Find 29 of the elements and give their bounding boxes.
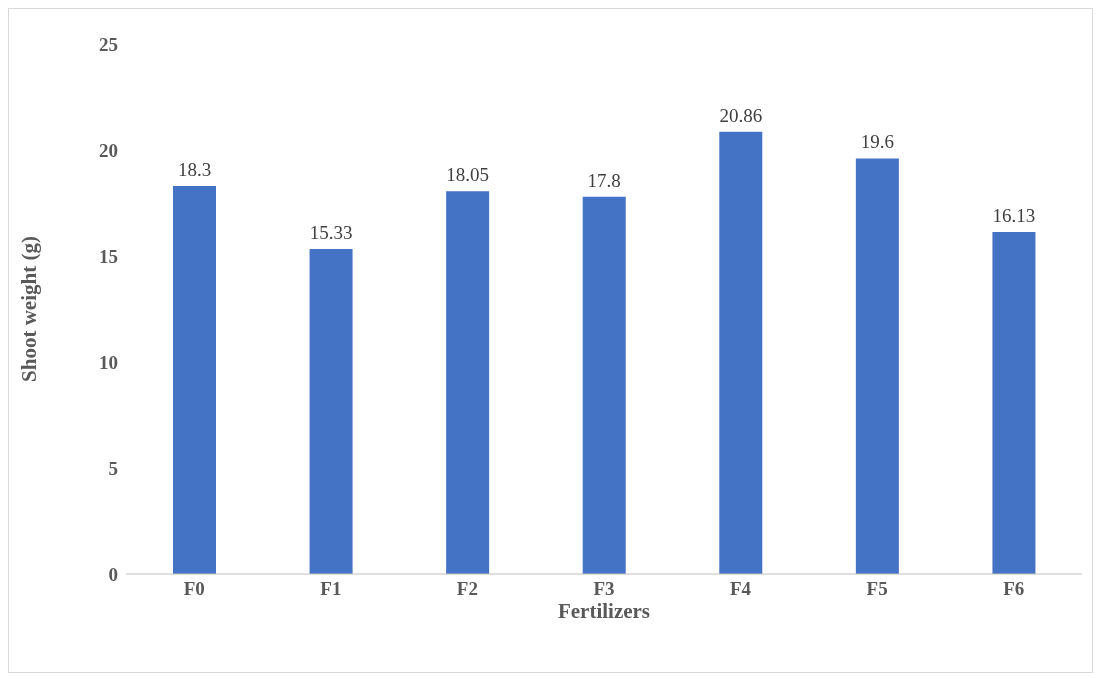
y-tick-label: 25 [99,33,118,55]
data-label: 15.33 [309,222,353,243]
data-label: 17.8 [587,169,621,191]
x-tick-label: F2 [456,578,478,600]
y-tick-label: 20 [99,139,118,161]
x-tick-label: F4 [730,578,752,600]
x-tick-label: F0 [183,578,205,600]
y-tick-label: 10 [99,351,118,373]
x-tick-label: F5 [866,578,888,600]
bar [173,186,216,574]
x-axis-title: Fertilizers [557,599,651,623]
data-label: 16.13 [992,205,1036,227]
data-label: 19.6 [860,131,894,153]
y-tick-label: 15 [99,245,118,267]
x-tick-label: F1 [320,578,342,600]
y-tick-label: 5 [108,457,118,479]
bar [855,158,899,574]
bar [309,249,353,574]
bar [719,131,763,574]
x-tick-label: F6 [1003,578,1025,600]
y-axis-title: Shoot weight (g) [17,236,42,382]
data-label: 18.05 [446,164,490,186]
bar [582,196,626,574]
data-label: 18.3 [177,159,212,181]
x-tick-label: F3 [593,578,615,600]
data-label: 20.86 [719,104,763,126]
y-tick-label: 0 [108,563,118,585]
bar [446,191,490,574]
bar [992,232,1036,574]
